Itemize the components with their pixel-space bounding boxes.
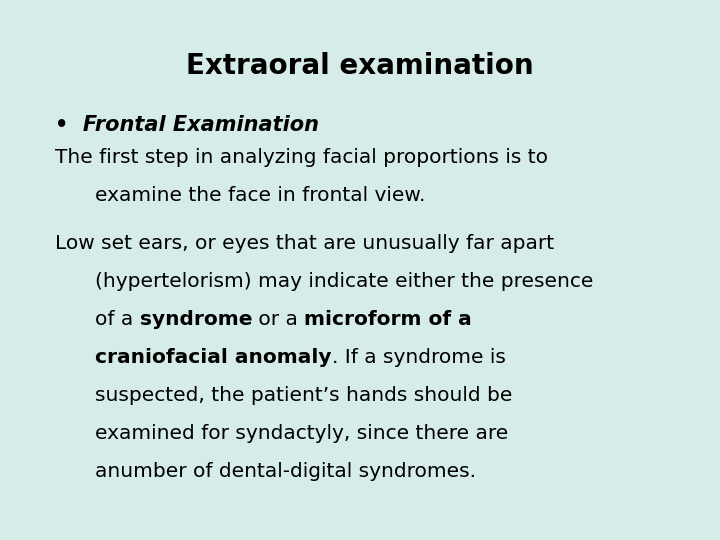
Text: suspected, the patient’s hands should be: suspected, the patient’s hands should be [95,386,513,405]
Text: The first step in analyzing facial proportions is to: The first step in analyzing facial propo… [55,148,548,167]
Text: anumber of dental-digital syndromes.: anumber of dental-digital syndromes. [95,462,476,481]
Text: syndrome: syndrome [140,310,252,329]
Text: Low set ears, or eyes that are unusually far apart: Low set ears, or eyes that are unusually… [55,234,554,253]
Text: . If a syndrome is: . If a syndrome is [331,348,505,367]
Text: •  Frontal Examination: • Frontal Examination [55,115,319,135]
Text: examine the face in frontal view.: examine the face in frontal view. [95,186,426,205]
Text: (hypertelorism) may indicate either the presence: (hypertelorism) may indicate either the … [95,272,593,291]
Text: examined for syndactyly, since there are: examined for syndactyly, since there are [95,424,508,443]
Text: of a: of a [95,310,140,329]
Text: craniofacial anomaly: craniofacial anomaly [95,348,331,367]
Text: or a: or a [252,310,305,329]
Text: Extraoral examination: Extraoral examination [186,52,534,80]
Text: microform of a: microform of a [305,310,472,329]
